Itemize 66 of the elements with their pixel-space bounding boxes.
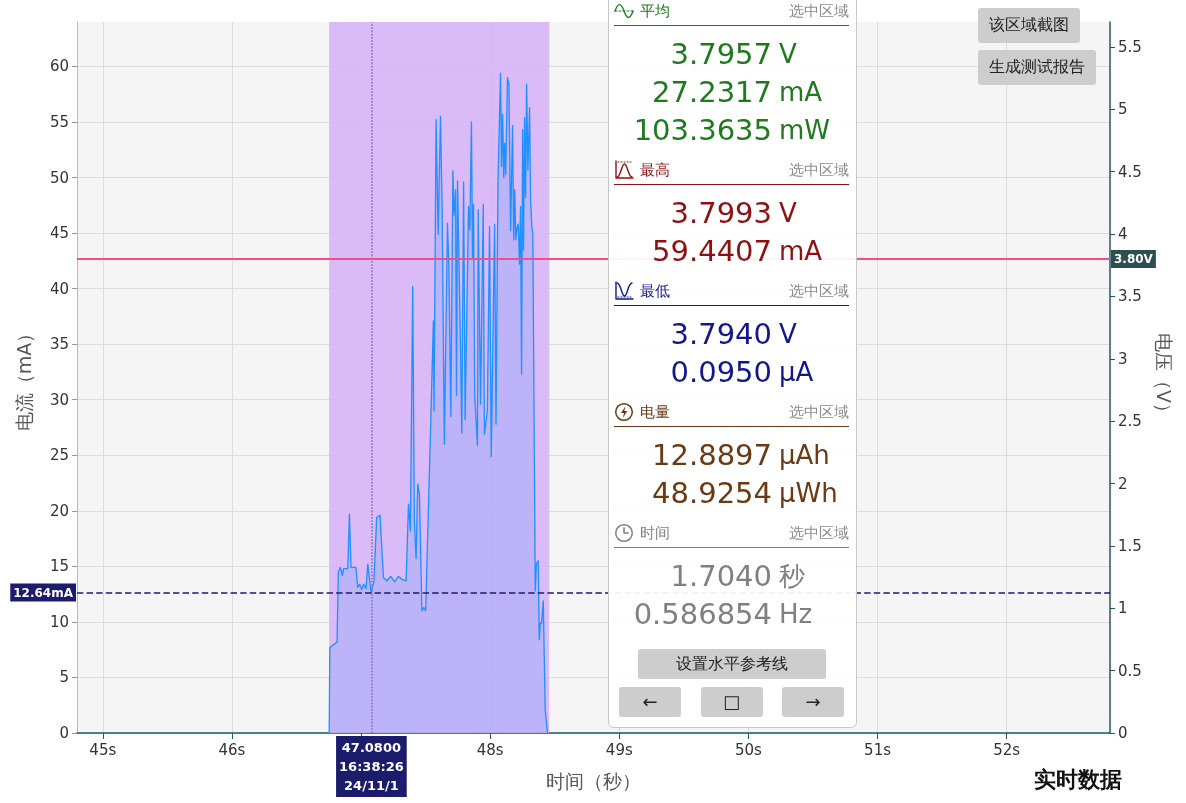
y-tick-label: 60 <box>49 57 69 76</box>
x-tick-label: 51s <box>864 740 892 759</box>
y2-axis-title: 电压（V） <box>1152 333 1175 422</box>
y2-tick-label: 1.5 <box>1118 536 1142 555</box>
annotation: 该区域截图 <box>978 8 1080 43</box>
x-tick-label: 52s <box>993 740 1021 759</box>
annotation: 最高 <box>640 160 670 180</box>
y-tick-label: 55 <box>49 112 69 131</box>
annotation: 最低 <box>640 281 670 301</box>
annotation: 0.0950 µA <box>669 354 814 391</box>
annotation: 48.9254 µWh <box>651 475 838 512</box>
text: 平均 <box>640 1 670 21</box>
annotation: 0.586854 Hz <box>632 596 813 633</box>
y2-tick-label: 5 <box>1118 100 1128 119</box>
annotation: 1.7040 秒 <box>669 558 805 595</box>
y2-tick-label: 4.5 <box>1118 162 1142 181</box>
annotation: 59.4407 mA <box>651 233 823 270</box>
x-tick-label: 49s <box>605 740 633 759</box>
y2-tick-label: 0.5 <box>1118 661 1142 680</box>
x-tick-label: 50s <box>735 740 763 759</box>
x-tick-label: 48s <box>476 740 504 759</box>
y2-tick-label: 5.5 <box>1118 37 1142 56</box>
annotation: 27.2317 mA <box>651 74 823 111</box>
annotation: → <box>782 687 844 717</box>
y2-tick-label: 3 <box>1118 349 1128 368</box>
annotation: 3.7957 V <box>669 36 797 73</box>
x-axis-title: 时间（秒） <box>546 769 641 792</box>
x-tick-label: 45s <box>89 740 117 759</box>
ref-line-label: 12.64mA <box>13 585 74 600</box>
x-tick-label: 46s <box>218 740 246 759</box>
annotation: 电量 <box>640 402 670 422</box>
annotation: 3.7993 V <box>669 195 797 232</box>
y-tick-label: 10 <box>49 612 69 631</box>
y2-tick-label: 1 <box>1118 599 1128 618</box>
annotation: □ <box>700 687 763 717</box>
y2-tick-label: 2 <box>1118 474 1128 493</box>
annotation: 3.7940 V <box>669 316 797 353</box>
y-tick-label: 50 <box>49 168 69 187</box>
y-tick-label: 45 <box>49 224 69 243</box>
y-tick-label: 0 <box>59 724 69 742</box>
y-tick-label: 20 <box>49 501 69 520</box>
annotation: 103.3635 mW <box>632 112 831 149</box>
text: 实时数据 <box>1034 766 1122 794</box>
annotation: 设置水平参考线 <box>638 649 826 679</box>
annotation: 12.8897 µAh <box>651 437 830 474</box>
y-tick-label: 40 <box>49 279 69 298</box>
annotation: 生成测试报告 <box>978 50 1096 85</box>
y2-tick-label: 0 <box>1118 724 1128 742</box>
y2-tick-label: 4 <box>1118 225 1128 244</box>
ref-line-label: 3.80V <box>1114 252 1154 266</box>
y-tick-label: 30 <box>49 390 69 409</box>
y-tick-label: 5 <box>59 668 69 687</box>
text: 选中区域 <box>789 1 849 21</box>
annotation: 选中区域 <box>789 523 849 543</box>
y2-tick-label: 3.5 <box>1118 287 1142 306</box>
annotation: 选中区域 <box>789 402 849 422</box>
annotation: 时间 <box>640 523 670 543</box>
y2-tick-label: 2.5 <box>1118 412 1142 431</box>
y-tick-label: 35 <box>49 335 69 354</box>
annotation: 选中区域 <box>789 281 849 301</box>
y-axis-title: 电流（mA） <box>12 323 35 432</box>
ref-line-label: 47.0800 16:38:26 24/11/1 <box>339 740 404 793</box>
annotation: ← <box>619 687 681 717</box>
y-tick-label: 15 <box>49 557 69 576</box>
y-tick-label: 25 <box>49 446 69 465</box>
annotation: 选中区域 <box>789 160 849 180</box>
